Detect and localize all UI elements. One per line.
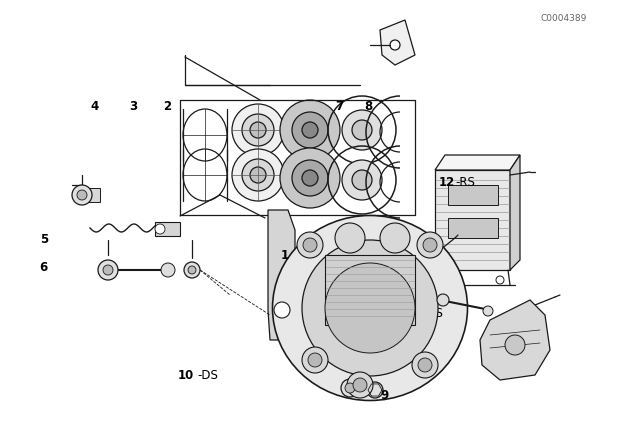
Circle shape	[242, 159, 274, 191]
Circle shape	[342, 110, 382, 150]
Text: 5: 5	[40, 233, 48, 246]
Circle shape	[72, 185, 92, 205]
Text: 11: 11	[408, 307, 424, 320]
Polygon shape	[435, 155, 520, 170]
Circle shape	[325, 263, 415, 353]
Circle shape	[353, 378, 367, 392]
Text: -RS: -RS	[456, 176, 476, 190]
Circle shape	[302, 170, 318, 186]
Circle shape	[345, 383, 355, 393]
Circle shape	[280, 148, 340, 208]
Circle shape	[505, 335, 525, 355]
Bar	[448, 185, 498, 205]
Circle shape	[302, 347, 328, 373]
Circle shape	[77, 190, 87, 200]
Circle shape	[297, 232, 323, 258]
Circle shape	[161, 263, 175, 277]
Circle shape	[303, 238, 317, 252]
Polygon shape	[480, 300, 550, 380]
Text: 1: 1	[280, 249, 289, 262]
Text: 12: 12	[438, 176, 454, 190]
Text: 3: 3	[129, 100, 137, 113]
Text: 2: 2	[164, 100, 172, 113]
Circle shape	[155, 224, 165, 234]
Circle shape	[292, 112, 328, 148]
Polygon shape	[510, 155, 520, 270]
Circle shape	[280, 100, 340, 160]
Circle shape	[188, 266, 196, 274]
Text: 6: 6	[40, 261, 48, 275]
Bar	[448, 218, 498, 238]
Circle shape	[483, 306, 493, 316]
Text: 7: 7	[335, 100, 343, 113]
Text: 9: 9	[380, 389, 388, 402]
Circle shape	[250, 122, 266, 138]
Circle shape	[352, 120, 372, 140]
Polygon shape	[435, 170, 510, 270]
Text: 4: 4	[91, 100, 99, 113]
Circle shape	[496, 276, 504, 284]
Bar	[325, 255, 415, 325]
Circle shape	[380, 223, 410, 253]
Text: C0004389: C0004389	[541, 14, 587, 23]
Circle shape	[437, 294, 449, 306]
Circle shape	[274, 302, 290, 318]
Polygon shape	[268, 210, 295, 340]
Circle shape	[292, 160, 328, 196]
Circle shape	[232, 104, 284, 156]
Polygon shape	[380, 20, 415, 65]
Bar	[88, 188, 100, 202]
Circle shape	[250, 167, 266, 183]
Circle shape	[302, 122, 318, 138]
Circle shape	[98, 260, 118, 280]
Text: -DS: -DS	[197, 369, 218, 382]
Circle shape	[242, 114, 274, 146]
Circle shape	[390, 40, 400, 50]
Circle shape	[335, 223, 365, 253]
Circle shape	[417, 232, 443, 258]
Circle shape	[184, 262, 200, 278]
Circle shape	[341, 379, 359, 397]
Circle shape	[352, 170, 372, 190]
Text: 10: 10	[178, 369, 194, 382]
Circle shape	[342, 160, 382, 200]
Circle shape	[423, 238, 437, 252]
Circle shape	[302, 240, 438, 376]
Circle shape	[367, 382, 383, 398]
Circle shape	[444, 276, 452, 284]
Bar	[155, 222, 180, 236]
Circle shape	[412, 352, 438, 378]
Circle shape	[308, 353, 322, 367]
Text: 8: 8	[364, 100, 372, 113]
Text: -RS: -RS	[424, 307, 444, 320]
Ellipse shape	[273, 215, 467, 401]
Circle shape	[418, 358, 432, 372]
Circle shape	[232, 149, 284, 201]
Circle shape	[347, 372, 373, 398]
Circle shape	[103, 265, 113, 275]
